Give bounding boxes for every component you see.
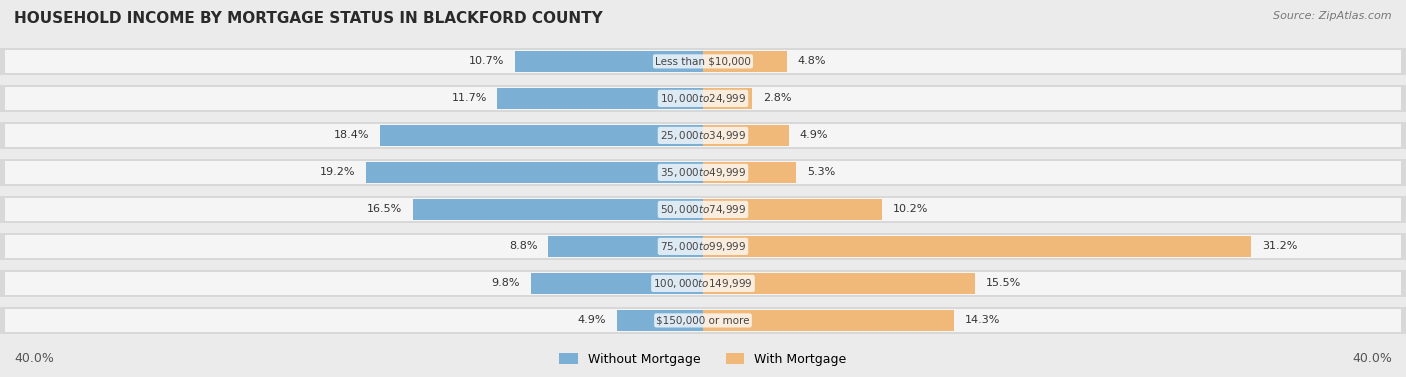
Bar — [703, 273, 976, 294]
Bar — [703, 125, 789, 146]
Text: 19.2%: 19.2% — [319, 167, 354, 178]
Bar — [6, 49, 1400, 73]
Text: 4.9%: 4.9% — [800, 130, 828, 140]
Text: 10.2%: 10.2% — [893, 204, 928, 215]
Text: 18.4%: 18.4% — [333, 130, 368, 140]
Text: Source: ZipAtlas.com: Source: ZipAtlas.com — [1274, 11, 1392, 21]
Text: 14.3%: 14.3% — [965, 316, 1000, 325]
Text: $75,000 to $99,999: $75,000 to $99,999 — [659, 240, 747, 253]
Bar — [0, 307, 1406, 334]
Bar — [0, 270, 1406, 297]
Text: $25,000 to $34,999: $25,000 to $34,999 — [659, 129, 747, 142]
Text: $10,000 to $24,999: $10,000 to $24,999 — [659, 92, 747, 105]
Bar — [703, 162, 796, 183]
Bar — [0, 85, 1406, 112]
Bar — [6, 198, 1400, 221]
Text: 4.8%: 4.8% — [799, 57, 827, 66]
Bar — [703, 310, 955, 331]
Text: 9.8%: 9.8% — [492, 279, 520, 288]
Bar — [6, 234, 1400, 258]
Text: $35,000 to $49,999: $35,000 to $49,999 — [659, 166, 747, 179]
Bar — [515, 51, 703, 72]
Text: 5.3%: 5.3% — [807, 167, 835, 178]
Bar — [703, 51, 787, 72]
Bar — [0, 48, 1406, 75]
Bar — [6, 87, 1400, 110]
Bar — [498, 88, 703, 109]
Text: 10.7%: 10.7% — [470, 57, 505, 66]
Text: 4.9%: 4.9% — [578, 316, 606, 325]
Bar — [413, 199, 703, 220]
Bar — [548, 236, 703, 257]
Text: $100,000 to $149,999: $100,000 to $149,999 — [654, 277, 752, 290]
Text: 31.2%: 31.2% — [1263, 241, 1298, 251]
Bar — [617, 310, 703, 331]
Bar — [0, 233, 1406, 260]
Text: HOUSEHOLD INCOME BY MORTGAGE STATUS IN BLACKFORD COUNTY: HOUSEHOLD INCOME BY MORTGAGE STATUS IN B… — [14, 11, 603, 26]
Text: 2.8%: 2.8% — [762, 93, 792, 103]
Bar — [0, 159, 1406, 186]
Bar — [6, 271, 1400, 295]
Text: 8.8%: 8.8% — [509, 241, 537, 251]
Bar — [0, 122, 1406, 149]
Bar — [6, 161, 1400, 184]
Bar — [531, 273, 703, 294]
Text: $150,000 or more: $150,000 or more — [657, 316, 749, 325]
Text: 40.0%: 40.0% — [1353, 352, 1392, 365]
Bar — [703, 236, 1251, 257]
Text: Less than $10,000: Less than $10,000 — [655, 57, 751, 66]
Bar — [6, 124, 1400, 147]
Text: 15.5%: 15.5% — [986, 279, 1021, 288]
Text: 16.5%: 16.5% — [367, 204, 402, 215]
Bar — [6, 309, 1400, 332]
Bar — [703, 199, 883, 220]
Legend: Without Mortgage, With Mortgage: Without Mortgage, With Mortgage — [554, 348, 852, 371]
Text: $50,000 to $74,999: $50,000 to $74,999 — [659, 203, 747, 216]
Bar — [703, 88, 752, 109]
Text: 40.0%: 40.0% — [14, 352, 53, 365]
Bar — [380, 125, 703, 146]
Bar — [366, 162, 703, 183]
Text: 11.7%: 11.7% — [451, 93, 486, 103]
Bar — [0, 196, 1406, 223]
